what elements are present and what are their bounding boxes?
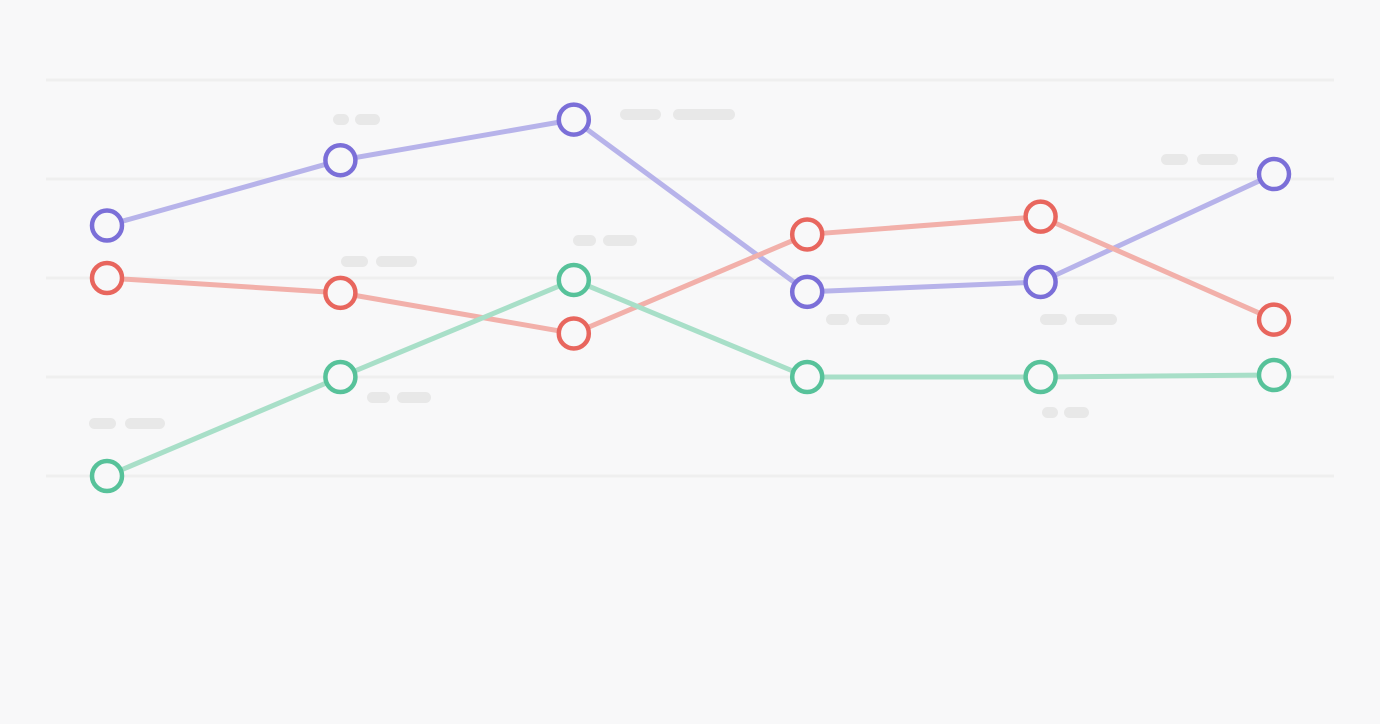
point-marker (1023, 199, 1058, 234)
placeholder (1040, 314, 1067, 325)
point-marker (1023, 264, 1058, 300)
placeholder (397, 392, 431, 403)
point-marker (323, 142, 358, 178)
point-marker (323, 275, 358, 311)
point-marker (89, 260, 125, 296)
point-marker (89, 458, 125, 494)
point-marker (1023, 359, 1058, 395)
label-placeholders (89, 109, 1238, 429)
point-marker (556, 316, 592, 351)
placeholder (333, 114, 349, 125)
placeholder (1161, 154, 1188, 165)
placeholder (367, 392, 390, 403)
placeholder (355, 114, 380, 125)
plot (89, 102, 1292, 494)
placeholder (603, 235, 637, 246)
point-marker (789, 359, 825, 395)
point-marker (789, 217, 825, 252)
placeholder (856, 314, 890, 325)
series-line (106, 117, 1276, 295)
placeholder (1197, 154, 1238, 165)
series-line (106, 214, 1276, 336)
placeholder (341, 256, 368, 267)
placeholder (1064, 407, 1089, 418)
point-marker (1256, 156, 1292, 192)
point-marker (789, 274, 825, 310)
point-marker (556, 262, 592, 298)
placeholder (620, 109, 661, 120)
point-marker (89, 208, 125, 243)
placeholder (1075, 314, 1117, 325)
placeholder (673, 109, 735, 120)
placeholder (1042, 407, 1058, 418)
point-marker (323, 359, 358, 395)
placeholder (573, 235, 596, 246)
placeholder (376, 256, 417, 267)
placeholder (826, 314, 849, 325)
placeholder (89, 418, 116, 429)
point-marker (1256, 357, 1292, 393)
placeholder (125, 418, 165, 429)
series-line (106, 277, 1275, 479)
point-marker (556, 102, 592, 137)
point-marker (1256, 302, 1292, 337)
